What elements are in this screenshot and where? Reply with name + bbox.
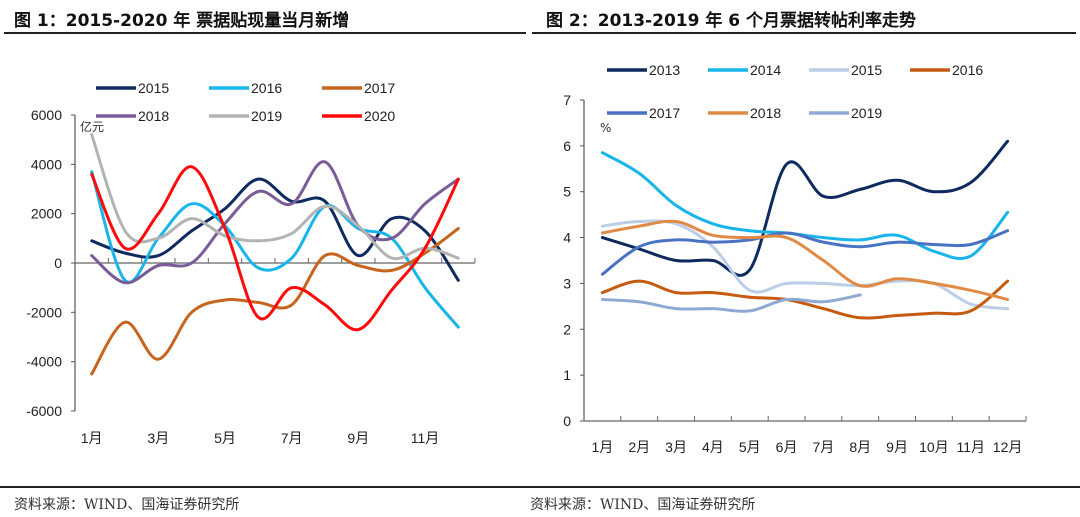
series-line-2019 [90, 133, 460, 261]
x-tick-label: 11月 [411, 430, 440, 446]
legend-label-2019: 2019 [251, 108, 282, 124]
legend-label-2017: 2017 [649, 105, 680, 121]
legend-label-2018: 2018 [750, 105, 781, 121]
legend-label-2015: 2015 [851, 62, 882, 78]
figure1-title: 图 1：2015-2020 年 票据贴现量当月新增 [14, 11, 350, 31]
y-tick-label: 0 [563, 413, 571, 429]
y-tick-label: 2000 [31, 206, 62, 222]
x-tick-label: 10月 [919, 439, 949, 455]
x-tick-label: 2月 [628, 439, 650, 455]
x-tick-label: 4月 [702, 439, 724, 455]
series-line-2015 [90, 177, 460, 282]
series-line-2020 [90, 165, 460, 332]
x-tick-label: 3月 [665, 439, 687, 455]
figure2-title-rule [532, 32, 1076, 34]
y-tick-label: 7 [563, 92, 571, 108]
series-line-2014 [600, 151, 1010, 260]
x-tick-label: 3月 [147, 430, 169, 446]
series-line-2018 [90, 160, 460, 285]
y-tick-label: 0 [54, 255, 62, 271]
legend-label-2015: 2015 [138, 80, 169, 96]
y-tick-label: 4 [563, 230, 571, 246]
x-tick-label: 1月 [592, 439, 614, 455]
x-tick-label: 9月 [886, 439, 908, 455]
y-tick-label: 6 [563, 138, 571, 154]
legend-label-2019: 2019 [851, 105, 882, 121]
y-tick-label: -2000 [26, 304, 62, 320]
x-tick-label: 7月 [813, 439, 835, 455]
legend-label-2016: 2016 [251, 80, 282, 96]
x-tick-label: 5月 [214, 430, 236, 446]
x-tick-label: 11月 [956, 439, 985, 455]
y-tick-label: 3 [563, 275, 571, 291]
series-line-2013 [600, 139, 1010, 277]
x-tick-label: 1月 [81, 430, 103, 446]
series-line-2017 [90, 227, 460, 376]
legend-label-2020: 2020 [364, 108, 395, 124]
y-tick-label: -6000 [26, 403, 62, 419]
legend-label-2017: 2017 [364, 80, 395, 96]
figure2-source: 资料来源：WIND、国海证券研究所 [530, 497, 756, 513]
unit-label: 亿元 [80, 119, 104, 134]
series-line-2019 [600, 293, 862, 313]
y-tick-label: 4000 [31, 156, 62, 172]
x-tick-label: 9月 [347, 430, 369, 446]
x-tick-label: 12月 [993, 439, 1023, 455]
y-tick-label: 6000 [31, 107, 62, 123]
chart-bill-discount-monthly: 6000 4000 2000 0 -2000 -4000 -6000 1月 3月 5月 7月 9月 11… [26, 80, 476, 446]
legend-label-2016: 2016 [952, 62, 983, 78]
chart-6m-bill-rate: 7 6 5 4 3 2 1 0 1月 2月 3月 4月 5月 6月 7月 8月 9月 10月 11月 12月% 2013… [563, 62, 1027, 455]
legend-label-2014: 2014 [750, 62, 781, 78]
figure1-source: 资料来源：WIND、国海证券研究所 [14, 497, 240, 513]
legend-label-2013: 2013 [649, 62, 680, 78]
figure2-title: 图 2：2013-2019 年 6 个月票据转帖利率走势 [546, 11, 917, 31]
y-tick-label: 2 [563, 321, 571, 337]
legend-label-2018: 2018 [138, 108, 169, 124]
x-tick-label: 5月 [739, 439, 761, 455]
y-tick-label: -4000 [26, 354, 62, 370]
series-line-2017 [600, 229, 1010, 276]
x-tick-label: 6月 [776, 439, 798, 455]
y-tick-label: 5 [563, 184, 571, 200]
x-tick-label: 8月 [849, 439, 871, 455]
x-tick-label: 7月 [281, 430, 303, 446]
unit-label: % [600, 121, 611, 135]
figure1-title-rule [4, 32, 526, 34]
footer-rule [0, 486, 1080, 488]
series-line-2018 [600, 219, 1010, 301]
y-tick-label: 1 [563, 367, 571, 383]
series-line-2016 [600, 279, 1010, 320]
